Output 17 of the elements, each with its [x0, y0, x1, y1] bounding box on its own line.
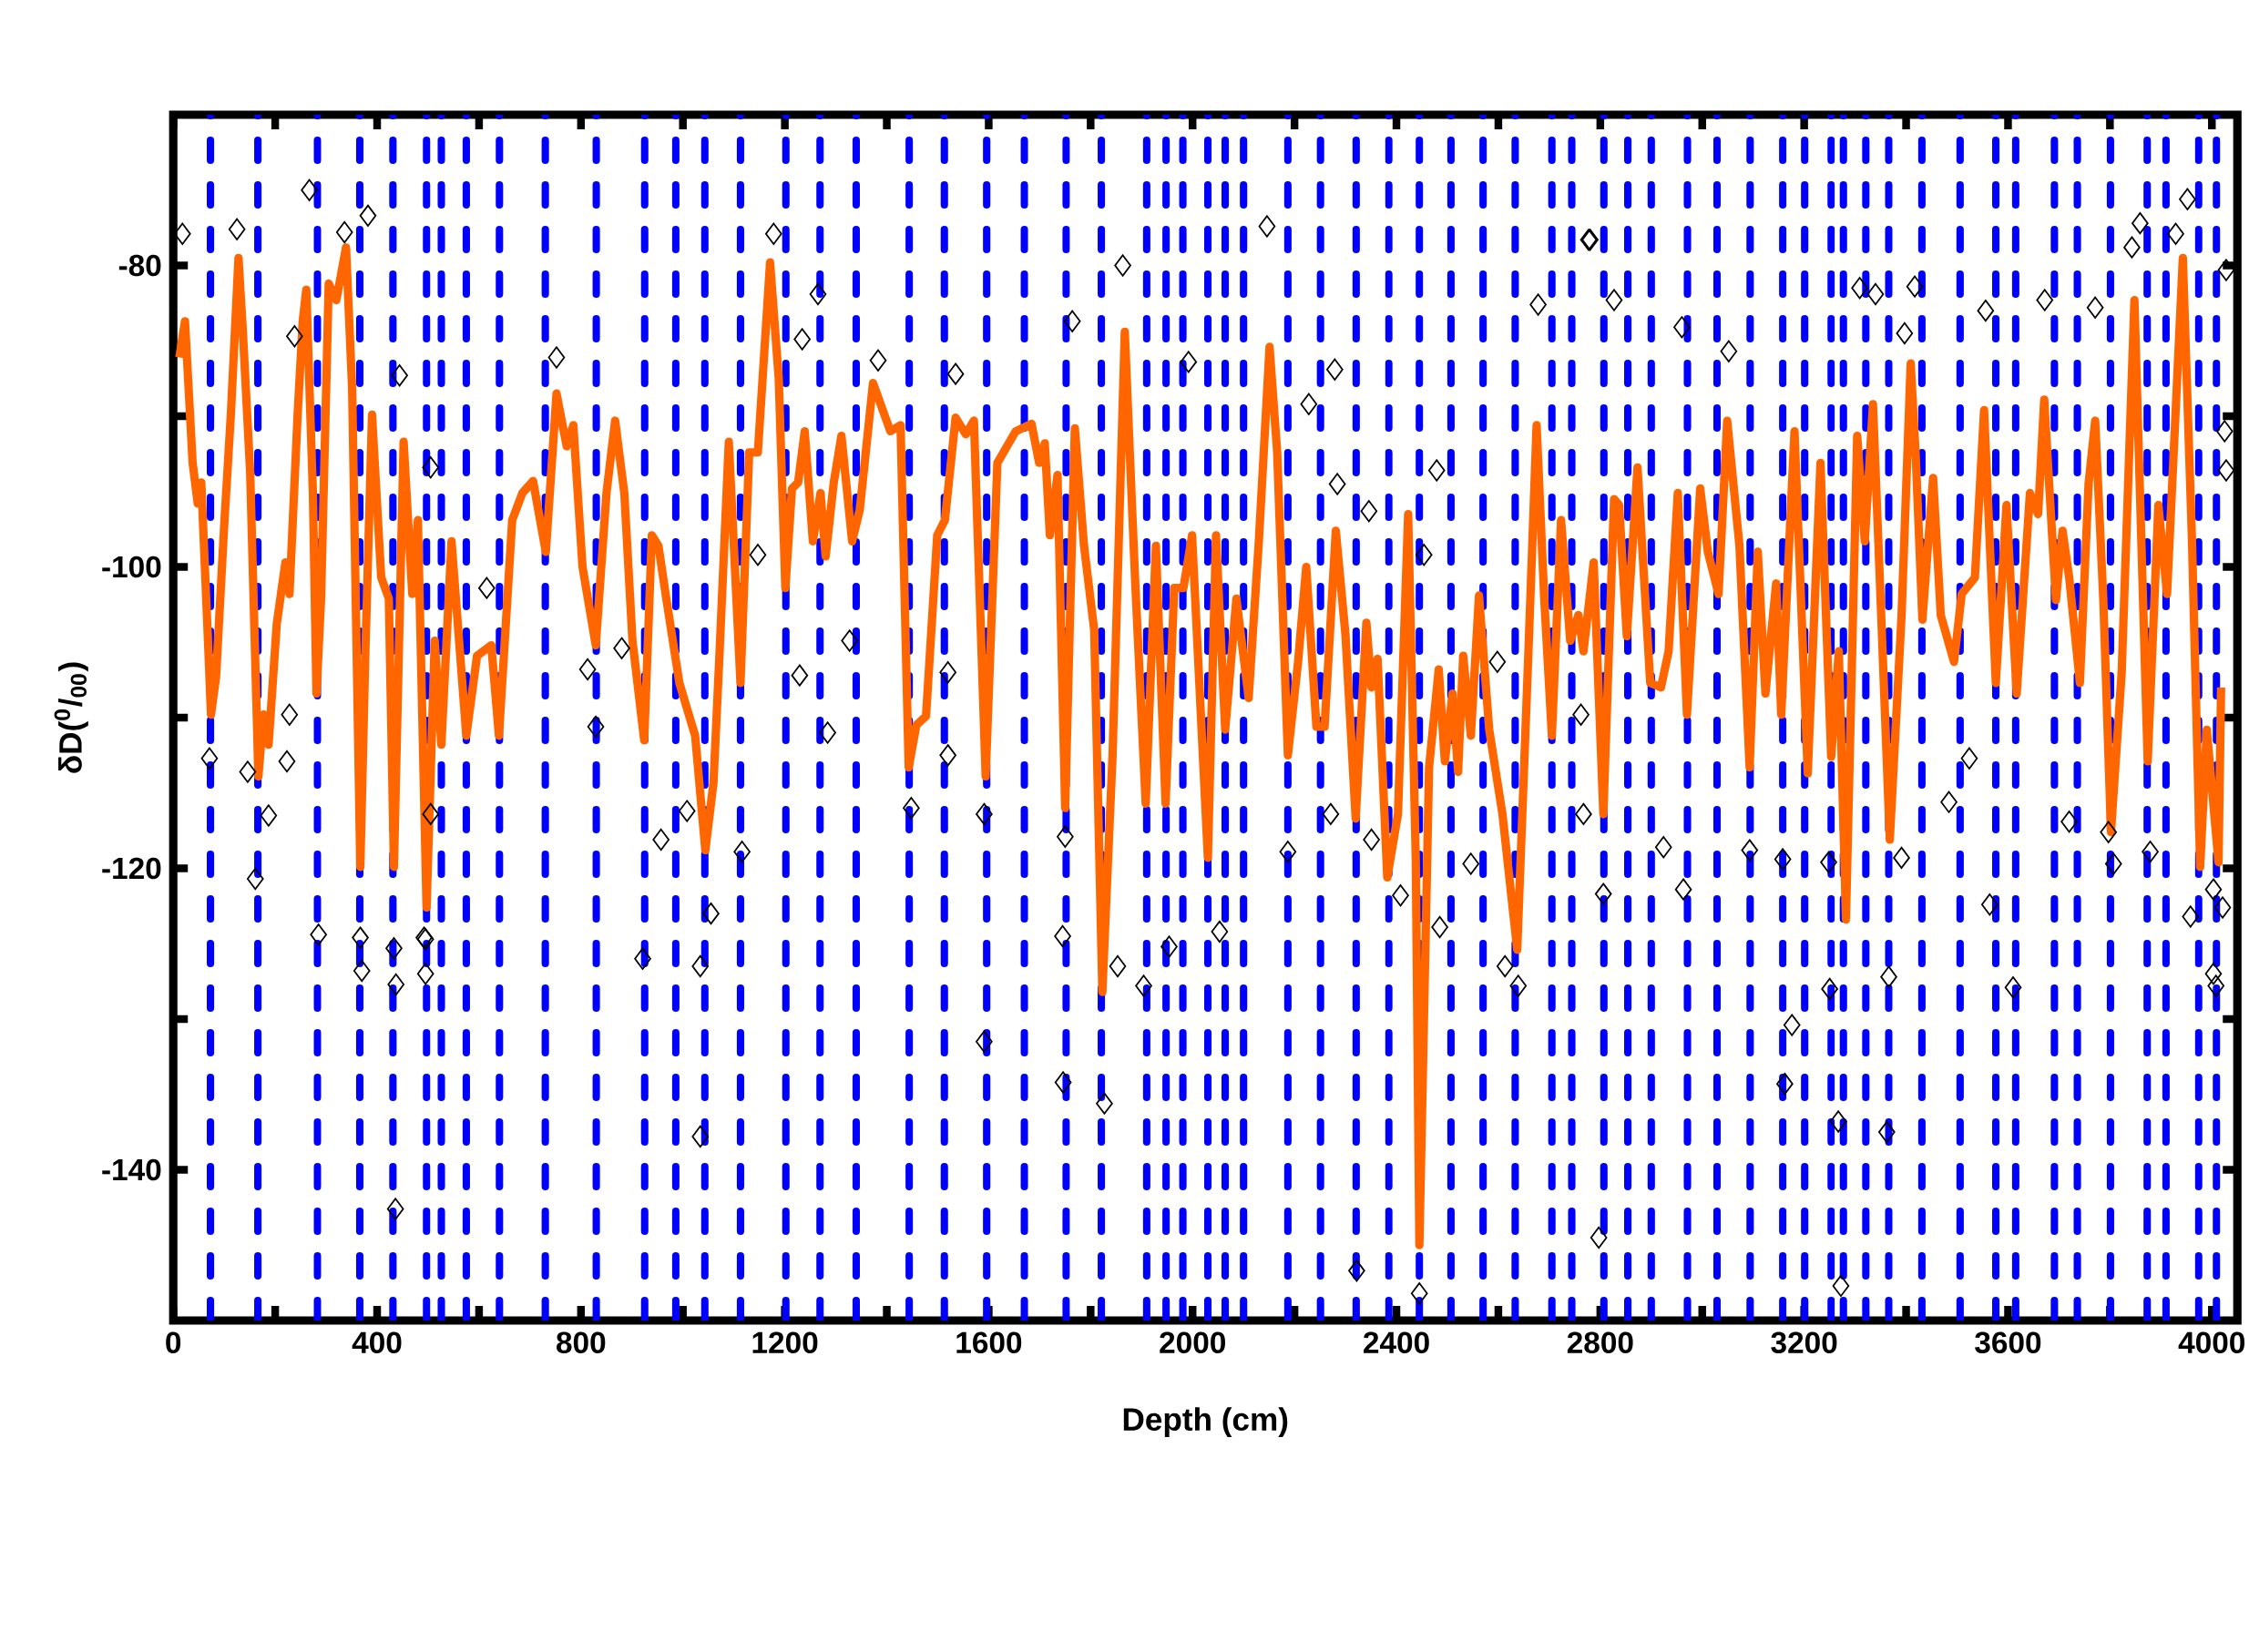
x-tick-label: 4000: [2178, 1331, 2245, 1354]
x-tick-label: 1200: [752, 1331, 818, 1354]
y-tick-label: -120: [102, 857, 161, 880]
x-tick-label: 2000: [1160, 1331, 1225, 1354]
x-tick-label: 2400: [1364, 1331, 1429, 1354]
y-axis-title: δD($^{0}$/$_{00}$): [54, 662, 88, 773]
y-tick-label: -80: [118, 254, 161, 277]
x-tick-label: 400: [352, 1331, 402, 1354]
x-tick-label: 2800: [1567, 1331, 1633, 1354]
y-tick-label: -100: [102, 556, 161, 578]
x-tick-label: 1600: [956, 1331, 1022, 1354]
x-tick-label: 3600: [1975, 1331, 2041, 1354]
x-tick-label: 3200: [1771, 1331, 1837, 1354]
x-axis-title: Depth (cm): [1123, 1407, 1288, 1437]
x-tick-label: 0: [166, 1331, 181, 1354]
y-tick-label: -140: [102, 1158, 161, 1181]
x-tick-label: 800: [557, 1331, 606, 1354]
